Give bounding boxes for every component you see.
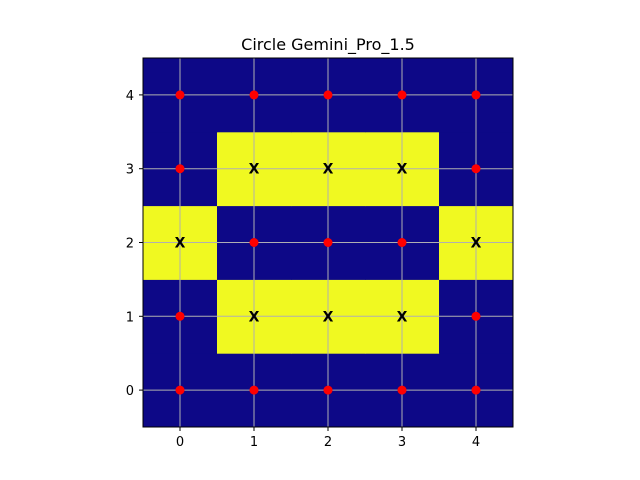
x-marker-1-1: X: [249, 309, 260, 325]
dot-marker-4-3: [471, 164, 481, 174]
grid-lines: [143, 58, 513, 427]
dot-marker-0-3: [175, 164, 185, 174]
x-tick-label: 3: [398, 435, 406, 450]
dot-marker-4-4: [471, 90, 481, 100]
point-markers: X X X X X X X X: [175, 90, 482, 395]
x-tick-label: 0: [176, 435, 184, 450]
x-tick-label: 1: [250, 435, 258, 450]
dot-marker-0-0: [175, 385, 185, 395]
chart-title: Circle Gemini_Pro_1.5: [241, 35, 415, 55]
dot-marker-2-2: [323, 238, 333, 247]
x-tick-label: 2: [324, 435, 332, 450]
dot-marker-4-1: [471, 311, 481, 321]
y-tick-label: 0: [126, 384, 134, 399]
dot-marker-4-0: [471, 385, 481, 395]
y-axis: 0 1 2 3 4: [126, 89, 143, 399]
dot-marker-0-4: [175, 90, 185, 100]
dot-marker-3-4: [397, 90, 407, 100]
x-marker-2-1: X: [323, 309, 334, 325]
dot-marker-2-0: [323, 385, 333, 395]
dot-marker-0-1: [175, 311, 185, 321]
x-marker-4-2: X: [471, 236, 482, 252]
y-tick-label: 3: [126, 163, 134, 178]
x-marker-3-3: X: [397, 162, 408, 178]
dot-marker-2-4: [323, 90, 333, 100]
y-tick-label: 2: [126, 237, 134, 252]
x-marker-3-1: X: [397, 309, 408, 325]
dot-marker-1-0: [249, 385, 259, 395]
x-axis: 0 1 2 3 4: [176, 427, 480, 450]
dot-marker-1-4: [249, 90, 259, 100]
y-tick-label: 1: [126, 310, 134, 325]
dot-marker-3-0: [397, 385, 407, 395]
dot-marker-3-2: [397, 238, 407, 247]
x-marker-1-3: X: [249, 162, 260, 178]
y-tick-label: 4: [126, 89, 134, 104]
x-tick-label: 4: [472, 435, 480, 450]
x-marker-0-2: X: [175, 236, 186, 252]
x-marker-2-3: X: [323, 162, 334, 178]
dot-marker-1-2: [249, 238, 259, 247]
